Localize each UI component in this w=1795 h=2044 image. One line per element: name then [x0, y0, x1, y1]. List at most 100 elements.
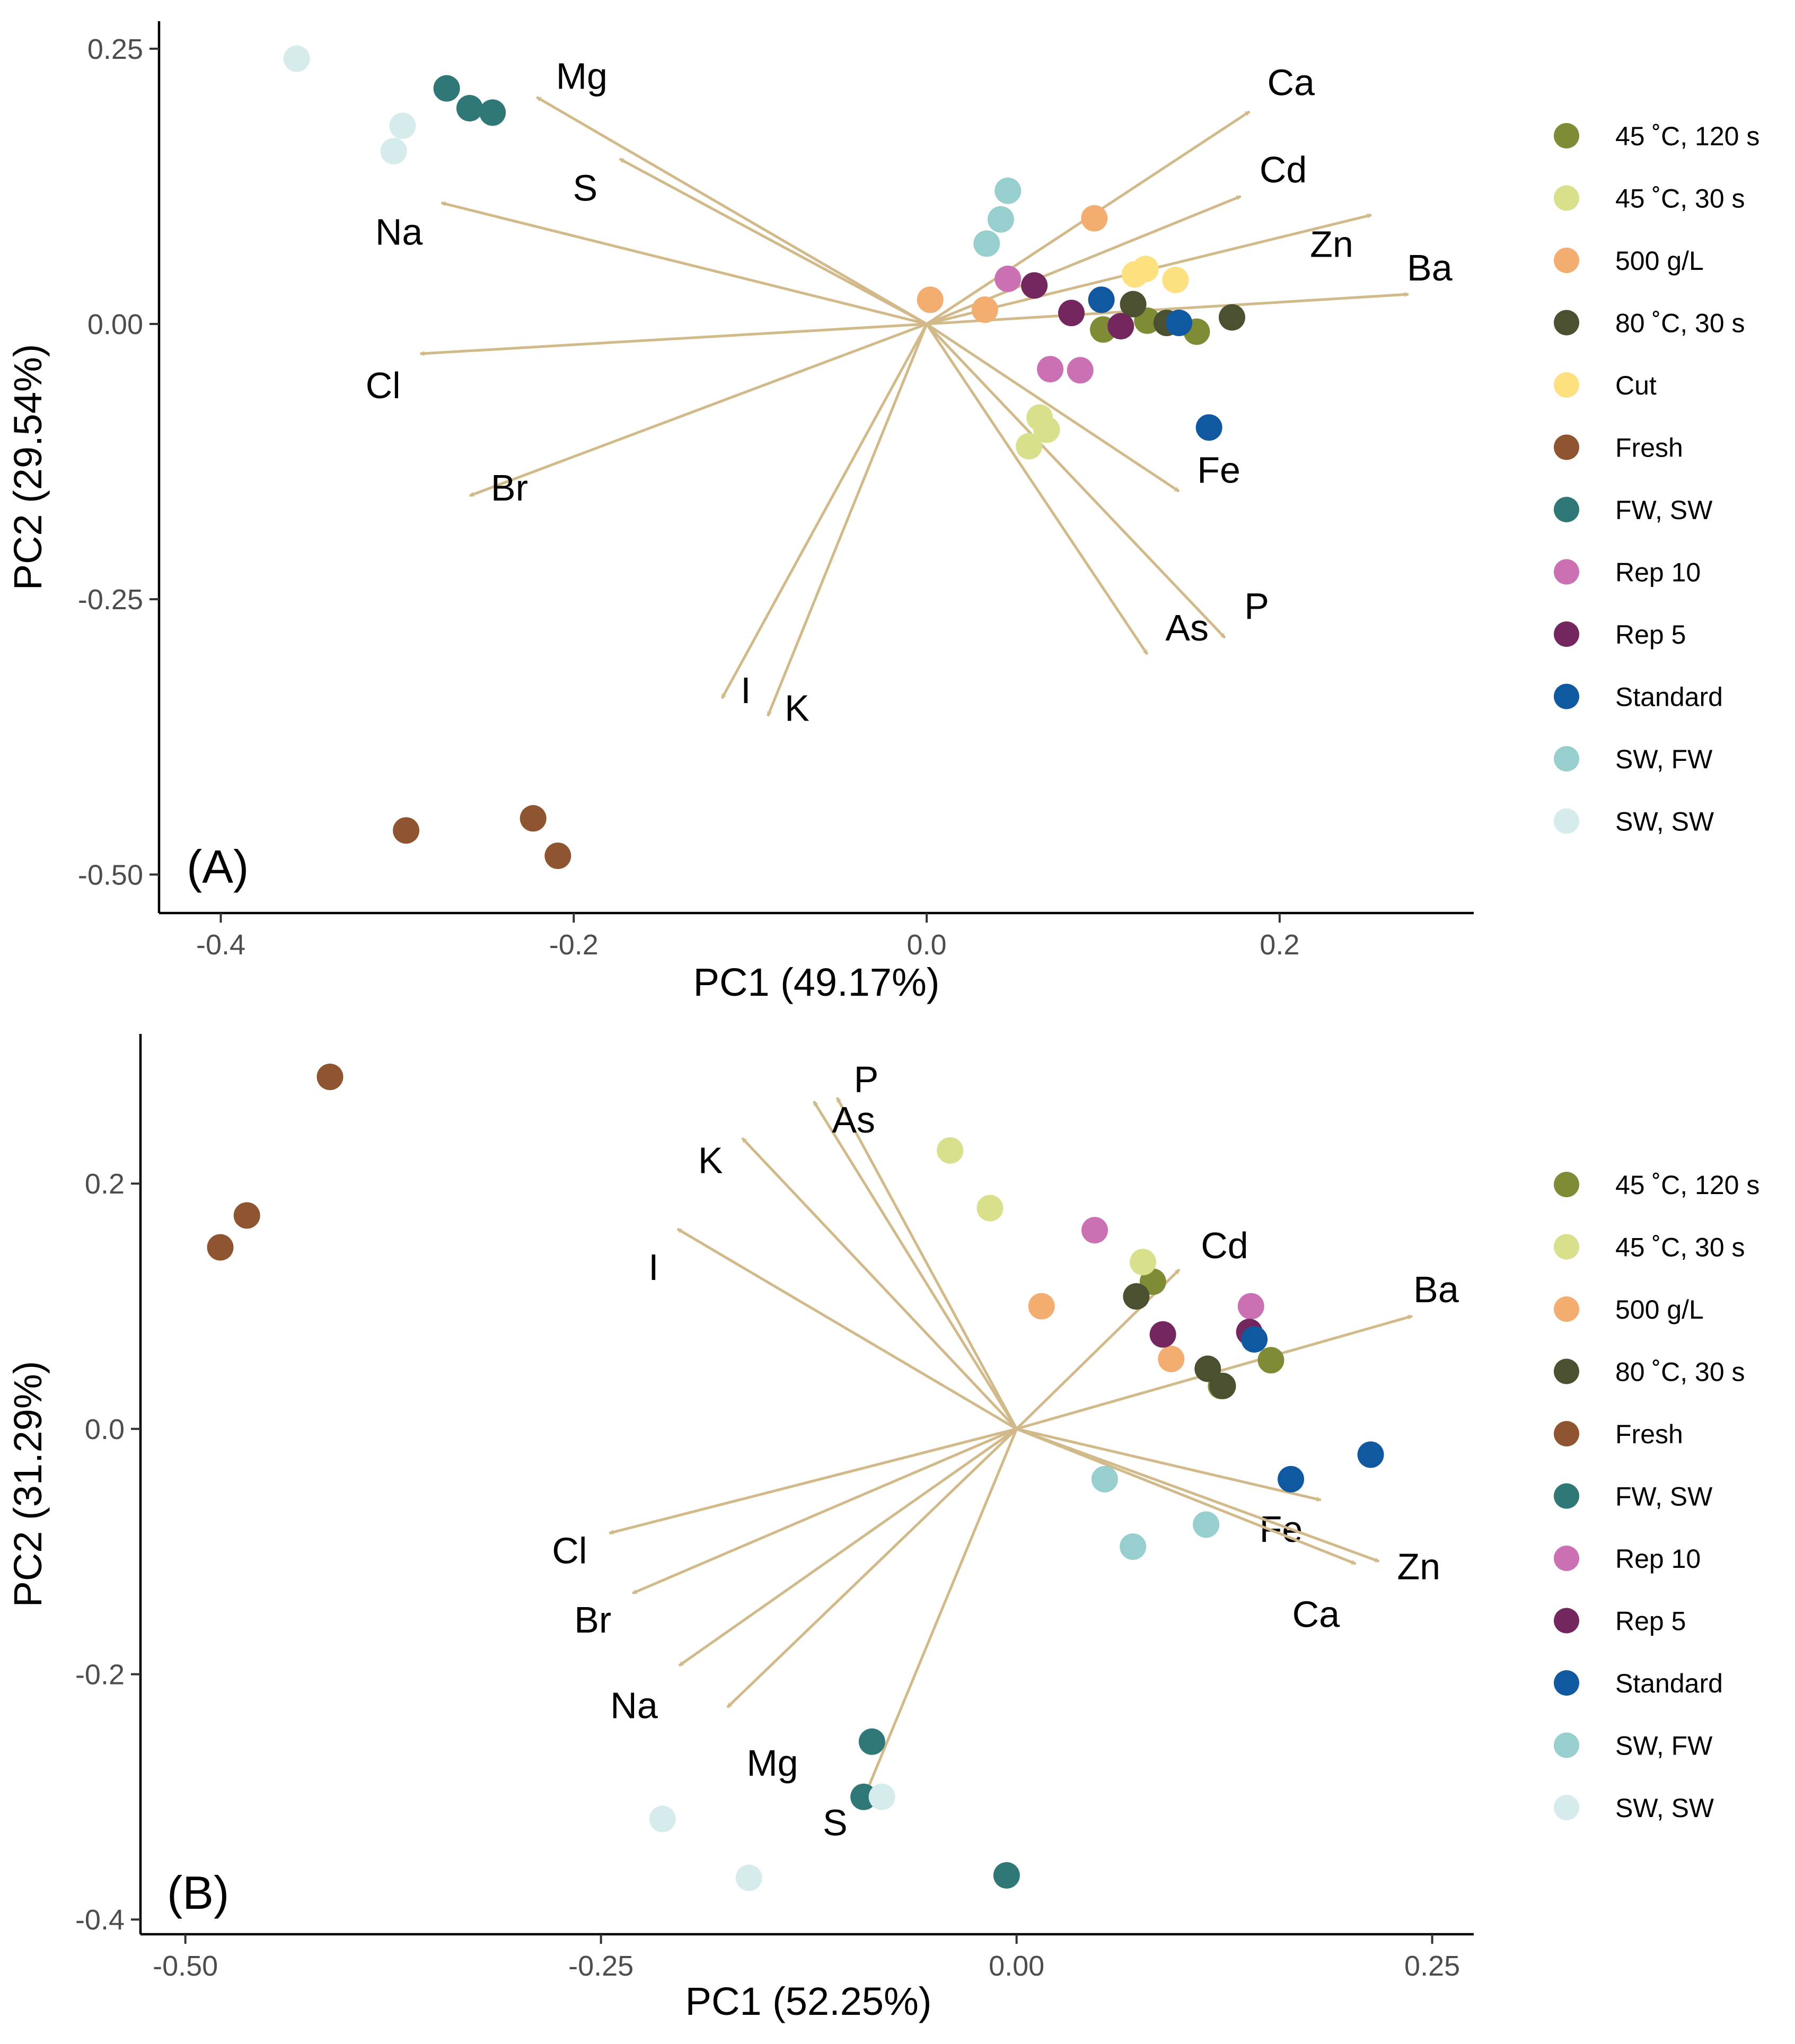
loading-label-ca: Ca [1267, 62, 1315, 103]
loading-label-as: As [832, 1099, 875, 1141]
legend-key [1554, 1795, 1579, 1820]
legend-label: FW, SW [1615, 1482, 1713, 1512]
loading-label-k: K [698, 1140, 723, 1181]
legend-key [1554, 1483, 1579, 1509]
data-point [649, 1805, 676, 1832]
y-tick-label: -0.4 [75, 1904, 125, 1936]
legend-key [1554, 372, 1579, 398]
data-point [393, 817, 420, 844]
y-tick-label: 0.25 [87, 33, 143, 65]
legend-key [1554, 1732, 1579, 1758]
loading-arrow-i [720, 323, 928, 698]
legend-key [1554, 1172, 1579, 1197]
loading-label-ba: Ba [1413, 1269, 1459, 1310]
loading-arrow-p [926, 323, 1226, 639]
loading-arrow-mg [726, 1428, 1018, 1708]
legend-label: SW, SW [1615, 1793, 1714, 1823]
loading-label-s: S [573, 168, 597, 209]
data-point [868, 1783, 895, 1810]
loading-label-cl: Cl [552, 1530, 587, 1572]
loading-arrow-as [812, 1100, 1018, 1430]
legend-label: SW, FW [1615, 1731, 1713, 1761]
legend-label: 45 ˚C, 120 s [1615, 1170, 1759, 1200]
data-point [1033, 416, 1060, 443]
data-point [995, 265, 1022, 292]
loading-label-ca: Ca [1292, 1593, 1340, 1635]
x-tick-label: -0.50 [153, 1950, 218, 1982]
data-point [1088, 286, 1115, 313]
legend-label: 45 ˚C, 30 s [1615, 1233, 1745, 1262]
loading-arrow-cd [1015, 1268, 1181, 1430]
loading-arrow-na [678, 1427, 1018, 1667]
legend-label: Standard [1615, 682, 1723, 712]
legend-label: SW, FW [1615, 744, 1713, 774]
data-point [207, 1234, 234, 1261]
x-tick-label: 0.00 [989, 1950, 1044, 1982]
loading-label-cd: Cd [1201, 1225, 1248, 1266]
data-point [233, 1202, 260, 1229]
data-point [316, 1063, 344, 1090]
loading-label-na: Na [375, 212, 423, 253]
data-point [433, 75, 460, 102]
data-point [976, 1195, 1004, 1222]
data-point [987, 206, 1014, 233]
legend-label: Cut [1615, 371, 1657, 400]
legend-key [1554, 621, 1579, 647]
loading-arrow-cl [609, 1427, 1017, 1533]
y-tick-label: -0.50 [78, 859, 143, 891]
legend-key [1554, 1296, 1579, 1322]
data-point [1241, 1326, 1268, 1353]
loading-arrow-mg [536, 96, 928, 326]
data-point [456, 95, 483, 122]
loading-label-i: I [741, 670, 751, 711]
loading-arrow-ba [926, 294, 1409, 326]
data-point [1120, 1533, 1147, 1560]
data-point [1193, 1511, 1220, 1538]
loading-arrow-as [925, 323, 1149, 655]
loading-label-zn: Zn [1397, 1546, 1440, 1587]
panel-a-biplot: -0.4 -0.2 0.0 0.2 0.25 0.00 -0.25 -0.50 PC1 (49.… [6, 21, 1759, 1004]
y-tick-label: 0.00 [87, 309, 143, 340]
legend-key [1554, 746, 1579, 771]
data-point [544, 843, 571, 870]
data-point [917, 286, 944, 313]
legend-label: 45 ˚C, 30 s [1615, 184, 1745, 214]
loading-arrow-s [866, 1428, 1018, 1791]
loading-arrow-k [741, 1137, 1018, 1430]
data-point [937, 1137, 964, 1164]
legend-label: Fresh [1615, 1419, 1683, 1449]
legend-label: 500 g/L [1615, 1295, 1704, 1324]
data-point [479, 99, 506, 126]
legend-key [1554, 310, 1579, 336]
loading-label-p: P [854, 1058, 879, 1100]
loading-label-zn: Zn [1310, 223, 1353, 265]
loading-label-p: P [1244, 585, 1269, 627]
data-point [1120, 291, 1147, 318]
loading-label-ba: Ba [1407, 247, 1453, 288]
x-tick-label: -0.2 [549, 929, 599, 961]
loading-arrow-zn [1016, 1427, 1379, 1563]
legend-label: Fresh [1615, 433, 1683, 463]
data-point [1028, 1293, 1055, 1320]
loading-label-br: Br [574, 1599, 611, 1641]
legend-label: 80 ˚C, 30 s [1615, 1357, 1745, 1387]
y-tick-label: 0.2 [85, 1168, 125, 1200]
data-point [1149, 1321, 1176, 1348]
loading-arrow-i [677, 1227, 1017, 1431]
data-point [995, 177, 1022, 204]
loading-label-br: Br [491, 467, 528, 508]
legend-key [1554, 559, 1579, 585]
loading-arrow-s [620, 157, 928, 326]
panel-tag: (A) [187, 840, 249, 893]
data-point [1257, 1347, 1284, 1374]
data-point [850, 1783, 877, 1810]
y-tick-label: 0.0 [85, 1414, 125, 1445]
legend-label: Rep 10 [1615, 558, 1701, 587]
data-point [1237, 1293, 1264, 1320]
data-point [1091, 1466, 1118, 1493]
legend-key [1554, 808, 1579, 834]
x-tick-label: 0.0 [907, 929, 947, 961]
legend-label: 45 ˚C, 120 s [1615, 121, 1759, 151]
data-point [973, 230, 1000, 257]
data-point [1195, 414, 1222, 441]
